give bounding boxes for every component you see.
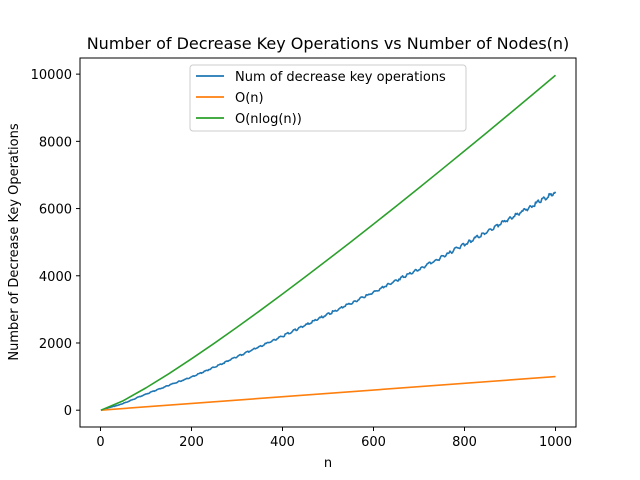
y-tick-label: 4000 (39, 270, 72, 285)
chart-title: Number of Decrease Key Operations vs Num… (87, 34, 570, 53)
y-tick-label: 2000 (39, 337, 72, 352)
plot-frame (79, 57, 577, 428)
y-tick-label: 8000 (39, 135, 72, 150)
y-tick-label: 10000 (31, 68, 72, 83)
legend-entry-label: O(n) (235, 91, 264, 106)
legend-entry-label: Num of decrease key operations (235, 70, 446, 85)
y-tick-label: 0 (64, 404, 72, 419)
x-axis-label: n (324, 456, 332, 471)
y-tick-label: 6000 (39, 203, 72, 218)
x-tick-label: 0 (96, 435, 104, 450)
y-axis-label: Number of Decrease Key Operations (7, 123, 22, 360)
series-line-3 (100, 74, 557, 411)
x-tick-label: 1000 (539, 435, 572, 450)
x-tick-label: 600 (361, 435, 386, 450)
y-axis-ticks: 0 2000 4000 6000 8000 10000 (31, 68, 80, 419)
legend: Num of decrease key operations O(n) O(nlog… (189, 64, 467, 132)
x-tick-label: 200 (179, 435, 204, 450)
plot-area (100, 74, 557, 412)
x-tick-label: 400 (270, 435, 295, 450)
x-axis-ticks: 0 200 400 600 800 1000 (96, 427, 572, 450)
series-line-1 (100, 191, 557, 412)
legend-box (189, 64, 467, 132)
x-tick-label: 800 (452, 435, 477, 450)
legend-entry-label: O(nlog(n)) (235, 112, 302, 127)
series-line-2 (100, 375, 556, 411)
